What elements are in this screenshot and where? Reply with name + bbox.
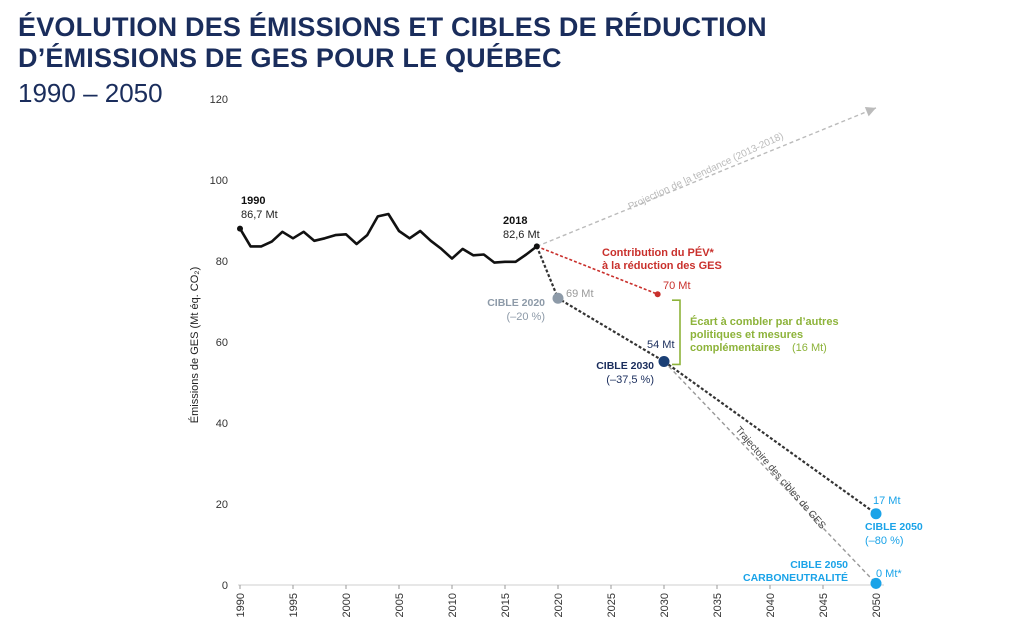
annotation-a2018_year: 2018 bbox=[503, 215, 527, 227]
point-cible2030 bbox=[658, 355, 670, 367]
point-cible2020 bbox=[552, 292, 564, 304]
projection-arrowhead bbox=[864, 107, 876, 117]
data-points bbox=[237, 225, 882, 589]
series-trajectoire_carboneutralite bbox=[663, 360, 877, 584]
annotation-c2020_label: CIBLE 2020 bbox=[487, 297, 545, 309]
series-historique bbox=[238, 212, 538, 264]
x-tick-label: 2000 bbox=[341, 593, 353, 617]
annotations: 1990 86,7 Mt 2018 82,6 Mt Projection de la t… bbox=[241, 131, 923, 584]
annotation-projection: Projection de la tendance (2013-2018) bbox=[627, 131, 786, 213]
point-p1990 bbox=[237, 225, 243, 232]
series-lines bbox=[238, 107, 877, 584]
annotation-c2030_pct: (–37,5 %) bbox=[606, 374, 654, 386]
annotation-trajectoire: Trajectoire des cibles de GES bbox=[733, 425, 828, 532]
annotation-c2050_value: 17 Mt bbox=[873, 495, 901, 507]
series-contribution_pev bbox=[536, 245, 658, 295]
chart-subtitle: 1990 – 2050 bbox=[18, 78, 163, 108]
y-tick-label: 40 bbox=[216, 418, 228, 430]
point-p2018 bbox=[533, 243, 540, 250]
annotation-c2020_pct: (–20 %) bbox=[506, 311, 545, 323]
annotation-pev_value: 70 Mt bbox=[663, 280, 691, 292]
y-tick-label: 0 bbox=[222, 580, 228, 592]
y-tick-label: 100 bbox=[210, 175, 228, 187]
x-tick-label: 2015 bbox=[500, 593, 512, 617]
annotation-a2018_value: 82,6 Mt bbox=[503, 229, 540, 241]
series-trajectoire_cibles bbox=[535, 245, 877, 515]
annotation-c2020_value: 69 Mt bbox=[566, 288, 594, 300]
series-projection_tendance bbox=[536, 107, 877, 248]
annotation-c2030_label: CIBLE 2030 bbox=[596, 360, 654, 372]
y-tick-label: 80 bbox=[216, 256, 228, 268]
annotation-carbo_value: 0 Mt* bbox=[876, 568, 902, 580]
annotation-gap_line1: Écart à combler par d’autres bbox=[690, 315, 839, 328]
annotation-c2050_pct: (–80 %) bbox=[865, 535, 904, 547]
x-tick-label: 1995 bbox=[288, 593, 300, 617]
y-tick-label: 20 bbox=[216, 499, 228, 511]
annotation-gap_line3: complémentaires bbox=[690, 342, 780, 354]
annotation-a1990_year: 1990 bbox=[241, 195, 265, 207]
chart-title-line2: D’ÉMISSIONS DE GES POUR LE QUÉBEC bbox=[18, 43, 562, 73]
x-tick-label: 2050 bbox=[871, 593, 883, 617]
annotation-pev_line2: à la réduction des GES bbox=[602, 260, 722, 272]
y-axis-label: Émissions de GES (Mt éq. CO₂) bbox=[188, 267, 201, 423]
x-tick-label: 2030 bbox=[659, 593, 671, 617]
gap-bracket bbox=[672, 299, 681, 366]
chart-title-line1: ÉVOLUTION DES ÉMISSIONS ET CIBLES DE RÉD… bbox=[18, 12, 767, 42]
annotation-c2030_value: 54 Mt bbox=[647, 339, 675, 351]
x-tick-label: 2045 bbox=[818, 593, 830, 617]
x-tick-label: 2035 bbox=[712, 593, 724, 617]
x-tick-label: 2020 bbox=[553, 593, 565, 617]
x-tick-label: 2010 bbox=[447, 593, 459, 617]
x-tick-label: 1990 bbox=[235, 593, 247, 617]
chart-title: ÉVOLUTION DES ÉMISSIONS ET CIBLES DE RÉD… bbox=[18, 12, 767, 74]
annotation-gap_value: (16 Mt) bbox=[792, 342, 827, 354]
point-pev_end bbox=[654, 291, 661, 298]
x-tick-label: 2025 bbox=[606, 593, 618, 617]
annotation-pev_line1: Contribution du PÉV* bbox=[602, 246, 715, 259]
x-tick-label: 2040 bbox=[765, 593, 777, 617]
point-carbo2050 bbox=[870, 577, 882, 589]
x-tick-label: 2005 bbox=[394, 593, 406, 617]
annotation-carbo_line1: CIBLE 2050 bbox=[790, 559, 848, 571]
point-cible2050 bbox=[870, 508, 882, 520]
annotation-a1990_value: 86,7 Mt bbox=[241, 209, 278, 221]
y-tick-label: 120 bbox=[210, 94, 228, 106]
annotation-carbo_line2: CARBONEUTRALITÉ bbox=[743, 571, 848, 584]
y-tick-label: 60 bbox=[216, 337, 228, 349]
annotation-gap_line2: politiques et mesures bbox=[690, 329, 803, 341]
annotation-c2050_label: CIBLE 2050 bbox=[865, 521, 923, 533]
